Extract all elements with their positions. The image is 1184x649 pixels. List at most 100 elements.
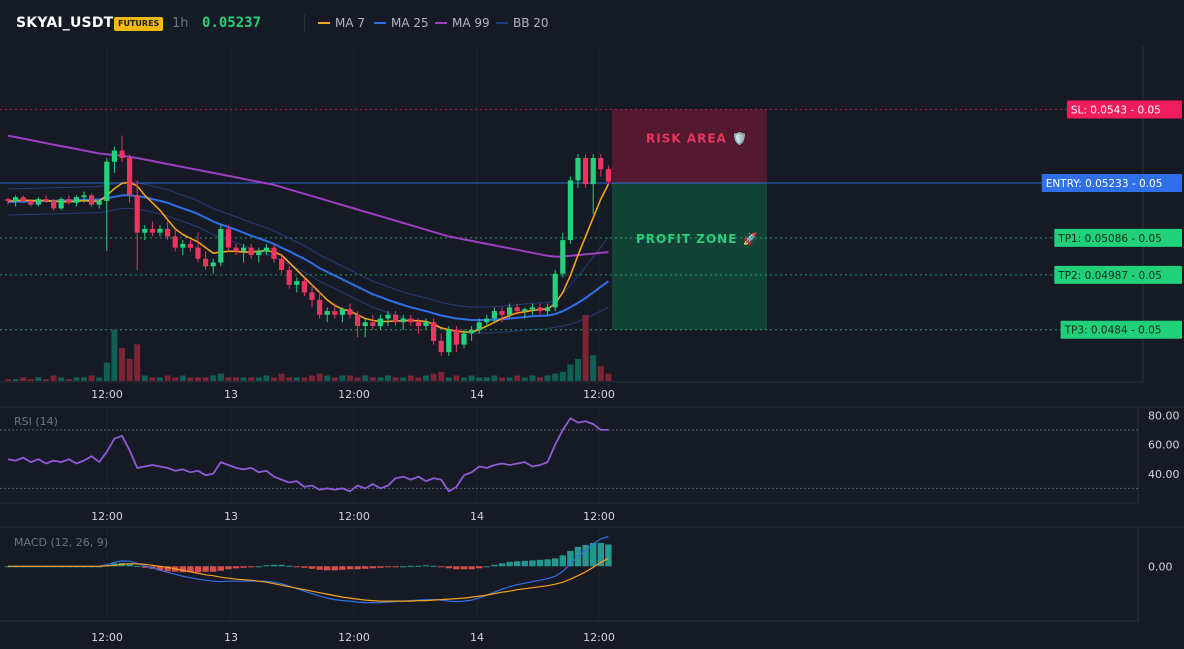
macd-histogram-bar — [210, 566, 217, 572]
volume-bar — [605, 373, 612, 381]
candle-body — [415, 322, 421, 326]
macd-histogram-bar — [567, 550, 574, 567]
legend-ma99[interactable]: MA 99 — [435, 16, 490, 30]
macd-histogram-bar — [521, 560, 528, 567]
volume-bar — [202, 377, 209, 381]
volume-bar — [225, 377, 232, 381]
volume-bar — [240, 377, 247, 381]
volume-bar — [301, 377, 308, 381]
volume-bar — [103, 362, 110, 381]
volume-bar — [385, 375, 391, 381]
macd-histogram-bar — [476, 566, 483, 569]
volume-bar — [567, 364, 574, 381]
macd-histogram-bar — [369, 566, 376, 569]
candle-body — [385, 314, 391, 319]
volume-bar — [126, 359, 133, 381]
time-axis-label: 12:00 — [91, 388, 123, 401]
macd-histogram-bar — [346, 566, 354, 570]
legend-ma7[interactable]: MA 7 — [318, 16, 365, 30]
volume-bar — [521, 377, 528, 381]
candle-body — [552, 273, 558, 308]
candle-body — [370, 322, 376, 326]
candle-body — [271, 247, 277, 259]
timeframe-selector[interactable]: 1h — [172, 16, 189, 31]
candle-body — [545, 307, 551, 312]
legend-swatch-ma7 — [318, 22, 330, 24]
candle-body — [195, 247, 201, 259]
macd-histogram-bar — [187, 566, 194, 573]
macd-histogram-bar — [536, 559, 544, 567]
volume-bar — [5, 379, 11, 381]
macd-histogram-bar — [506, 561, 513, 567]
candle-body — [210, 262, 216, 267]
candle-body — [241, 247, 247, 252]
candle-body — [377, 318, 383, 326]
risk-area-label: RISK AREA 🛡️ — [646, 131, 748, 145]
macd-signal-line — [8, 557, 609, 602]
legend-swatch-bb20 — [496, 22, 508, 24]
volume-bar — [81, 377, 87, 381]
candle-body — [431, 322, 437, 341]
candle-body — [491, 311, 497, 319]
bb-lower-line — [7, 207, 609, 334]
candle-body — [203, 258, 209, 267]
volume-bar — [50, 375, 57, 381]
macd-histogram-bar — [392, 566, 399, 568]
volume-bar — [43, 379, 49, 381]
last-price: 0.05237 — [202, 15, 262, 31]
candle-body — [537, 307, 543, 312]
volume-bar — [499, 377, 505, 381]
macd-histogram-bar — [156, 566, 164, 571]
candle-body — [142, 228, 148, 233]
macd-axis-label: 0.00 — [1148, 560, 1173, 573]
time-axis-label: 12:00 — [338, 631, 370, 644]
volume-bar — [263, 375, 270, 381]
macd-histogram-bar — [529, 560, 536, 567]
macd-histogram-bar — [248, 566, 255, 568]
volume-bar — [187, 377, 194, 381]
macd-histogram-bar — [324, 566, 331, 571]
macd-histogram-bar — [126, 563, 133, 567]
volume-bar — [377, 377, 384, 381]
level-label-bg — [1054, 228, 1182, 247]
candle-body — [567, 180, 573, 241]
candle-body — [111, 150, 117, 162]
candle-body — [393, 314, 399, 323]
time-axis-label: 13 — [224, 388, 238, 401]
volume-bar — [65, 379, 72, 381]
volume-bar — [491, 375, 498, 381]
legend-ma25[interactable]: MA 25 — [374, 16, 429, 30]
volume-bar — [149, 377, 156, 381]
candle-body — [590, 158, 596, 185]
legend-label-bb20: BB 20 — [513, 16, 549, 30]
macd-histogram-bar — [552, 558, 559, 567]
volume-bar — [369, 377, 376, 381]
candle-body — [355, 314, 361, 326]
volume-bar — [210, 375, 217, 381]
ma25-line — [7, 194, 609, 321]
macd-histogram-bar — [362, 566, 369, 569]
volume-bar — [20, 377, 27, 381]
candle-body — [279, 258, 285, 270]
macd-histogram-bar — [400, 566, 407, 568]
volume-bar — [58, 377, 65, 381]
volume-bar — [438, 371, 445, 381]
candle-body — [453, 329, 459, 345]
candle-body — [294, 281, 300, 285]
candle-body — [218, 228, 224, 263]
macd-histogram-bar — [514, 561, 521, 567]
volume-bar — [430, 373, 437, 381]
symbol-name[interactable]: SKYAI_USDT — [16, 15, 114, 31]
candle-body — [89, 195, 95, 205]
candle-body — [522, 309, 528, 312]
candle-body — [248, 247, 254, 256]
legend-bb20[interactable]: BB 20 — [496, 16, 549, 30]
volume-bar — [271, 377, 277, 381]
macd-histogram-bar — [263, 565, 270, 567]
legend-swatch-ma99 — [435, 22, 447, 24]
volume-bar — [119, 348, 125, 381]
macd-histogram-bar — [240, 566, 247, 568]
macd-histogram-bar — [255, 566, 262, 568]
candle-body — [529, 307, 535, 310]
